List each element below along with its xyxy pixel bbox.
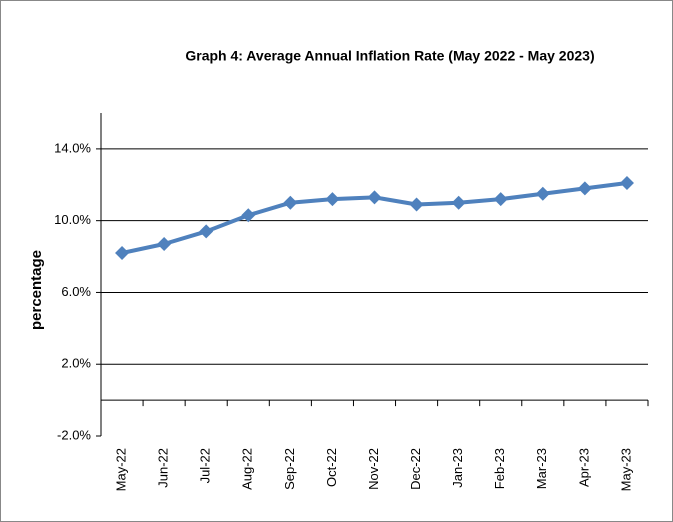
x-tick-label: Sep-22 bbox=[282, 448, 297, 490]
x-tick-label: Jun-22 bbox=[156, 448, 171, 488]
marker bbox=[241, 208, 256, 223]
marker bbox=[115, 245, 130, 260]
marker bbox=[535, 186, 550, 201]
marker bbox=[199, 224, 214, 239]
y-tick-label: 6.0% bbox=[61, 284, 91, 299]
marker bbox=[577, 181, 592, 196]
y-axis-label: percentage bbox=[28, 250, 45, 330]
marker bbox=[493, 192, 508, 207]
marker bbox=[619, 175, 634, 190]
y-tick-label: 14.0% bbox=[54, 140, 91, 155]
x-tick-label: Nov-22 bbox=[366, 448, 381, 490]
y-tick-label: -2.0% bbox=[57, 427, 91, 442]
marker bbox=[451, 195, 466, 210]
marker bbox=[283, 195, 298, 210]
x-tick-label: May-22 bbox=[113, 448, 128, 491]
x-tick-label: Apr-23 bbox=[576, 448, 591, 487]
x-tick-label: Feb-23 bbox=[492, 448, 507, 489]
y-tick-label: 2.0% bbox=[61, 356, 91, 371]
marker bbox=[325, 192, 340, 207]
y-tick-label: 10.0% bbox=[54, 212, 91, 227]
x-tick-label: Dec-22 bbox=[408, 448, 423, 490]
chart-title: Graph 4: Average Annual Inflation Rate (… bbox=[185, 48, 594, 64]
x-tick-label: Aug-22 bbox=[240, 448, 255, 490]
x-tick-label: Oct-22 bbox=[324, 448, 339, 487]
x-tick-label: May-23 bbox=[618, 448, 633, 491]
x-tick-label: Jul-22 bbox=[198, 448, 213, 483]
marker bbox=[409, 197, 424, 212]
marker bbox=[157, 236, 172, 251]
x-tick-label: Jan-23 bbox=[450, 448, 465, 488]
x-tick-label: Mar-23 bbox=[534, 448, 549, 489]
marker bbox=[367, 190, 382, 205]
